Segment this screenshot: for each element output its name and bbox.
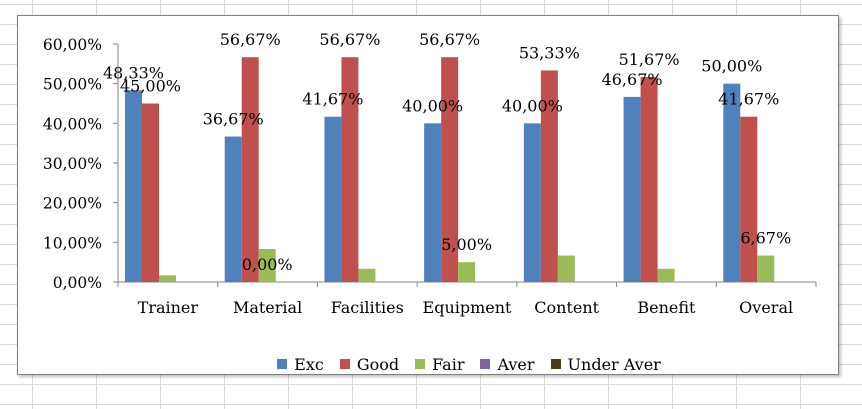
bar-fair[interactable]	[358, 268, 376, 282]
legend-item-exc[interactable]: Exc	[277, 355, 324, 374]
y-tick-label: 20,00%	[43, 195, 102, 213]
legend-swatch	[277, 359, 288, 369]
legend-swatch	[480, 359, 491, 369]
data-label: 56,67%	[319, 30, 380, 49]
legend-label: Fair	[432, 354, 465, 374]
legend-label: Exc	[294, 354, 324, 374]
bar-exc[interactable]	[523, 123, 541, 282]
chart-legend: Exc Good Fair Aver Under Aver	[18, 352, 862, 376]
data-label: 45,00%	[120, 77, 181, 96]
bar-fair[interactable]	[557, 255, 575, 282]
x-tick-label: Benefit	[637, 298, 696, 317]
y-tick-label: 60,00%	[43, 36, 102, 54]
legend-item-aver[interactable]: Aver	[480, 354, 535, 374]
y-tick-label: 10,00%	[43, 234, 102, 252]
legend-item-under-aver[interactable]: Under Aver	[550, 354, 661, 374]
data-label: 5,00%	[441, 235, 492, 254]
data-label: 56,67%	[419, 30, 480, 49]
legend-swatch	[339, 359, 350, 369]
data-label: 40,00%	[402, 96, 463, 115]
bar-good[interactable]	[540, 70, 558, 282]
data-label: 50,00%	[701, 57, 762, 76]
bar-exc[interactable]	[723, 83, 741, 283]
bar-exc[interactable]	[623, 96, 641, 282]
legend-swatch	[550, 359, 561, 369]
bar-fair[interactable]	[757, 255, 775, 282]
data-label: 56,67%	[220, 30, 281, 49]
bar-good[interactable]	[341, 57, 359, 282]
legend-item-fair[interactable]: Fair	[415, 355, 464, 374]
bar-chart: 0,00% 10,00% 20,00% 30,00% 40,00% 50,00% 60,00…	[43, 30, 817, 317]
bar-fair[interactable]	[657, 268, 675, 282]
data-label: 53,33%	[519, 43, 580, 62]
bar-exc[interactable]	[224, 136, 242, 282]
bar-exc[interactable]	[424, 123, 442, 282]
legend-label: Under Aver	[567, 354, 661, 374]
y-tick-label: 50,00%	[43, 76, 102, 94]
data-label: 46,67%	[602, 70, 663, 89]
data-label: 40,00%	[502, 96, 563, 115]
data-label: 6,67%	[740, 229, 791, 248]
bar-good[interactable]	[142, 103, 159, 283]
data-label: 41,67%	[302, 90, 363, 109]
legend-label: Aver	[497, 354, 535, 374]
bar-fair[interactable]	[159, 275, 176, 282]
bar-exc[interactable]	[125, 90, 142, 282]
data-label: 36,67%	[203, 110, 264, 129]
bar-fair[interactable]	[258, 248, 276, 282]
data-label: 0,00%	[242, 255, 293, 274]
bar-exc[interactable]	[324, 116, 342, 282]
x-tick-label: Content	[534, 298, 599, 317]
y-tick-label: 40,00%	[43, 115, 102, 133]
bar-fair[interactable]	[458, 262, 476, 282]
x-tick-label: Overal	[739, 298, 793, 317]
bar-good[interactable]	[241, 57, 259, 282]
legend-item-good[interactable]: Good	[339, 354, 400, 374]
bar-good[interactable]	[441, 57, 459, 282]
data-label: 51,67%	[619, 50, 680, 69]
bar-good[interactable]	[640, 77, 658, 282]
data-label: 48,33%	[103, 63, 164, 82]
legend-label: Good	[356, 354, 400, 374]
data-label: 41,67%	[718, 90, 779, 109]
chart-area[interactable]: 0,00% 10,00% 20,00% 30,00% 40,00% 50,00% 60,00…	[17, 15, 839, 375]
bar-good[interactable]	[740, 116, 758, 282]
x-tick-label: Material	[233, 298, 302, 317]
legend-swatch	[415, 359, 426, 369]
y-tick-label: 0,00%	[53, 274, 102, 292]
y-tick-label: 30,00%	[43, 155, 102, 173]
x-tick-label: Trainer	[138, 298, 199, 317]
x-tick-label: Facilities	[331, 298, 404, 317]
x-tick-label: Equipment	[423, 298, 513, 317]
